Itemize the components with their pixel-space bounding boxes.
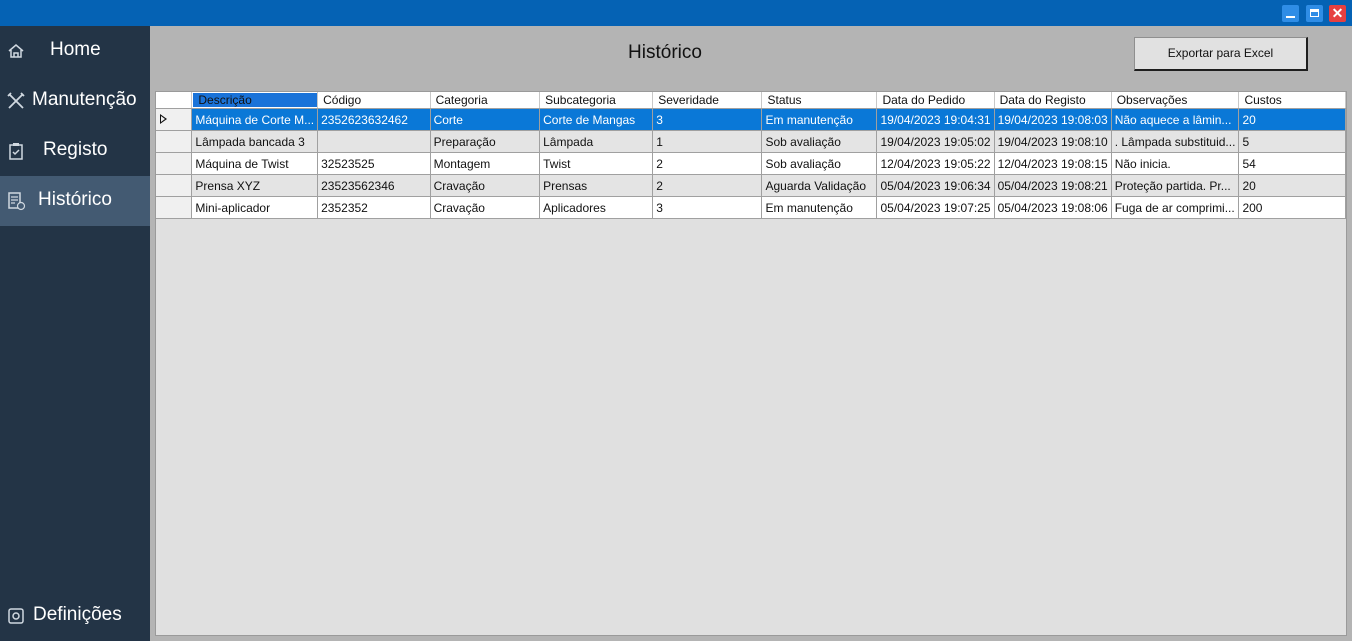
table-cell[interactable]: Cravação xyxy=(430,196,541,219)
table-cell[interactable]: 05/04/2023 19:07:25 xyxy=(876,196,995,219)
table-cell[interactable]: Lâmpada bancada 3 xyxy=(191,130,319,153)
column-header[interactable]: Data do Registo xyxy=(994,92,1112,109)
table-cell[interactable]: 3 xyxy=(652,196,763,219)
minimize-button[interactable] xyxy=(1282,5,1299,22)
table-cell[interactable]: 05/04/2023 19:08:21 xyxy=(994,174,1112,197)
maximize-button[interactable] xyxy=(1306,5,1323,22)
table-row[interactable]: Máquina de Corte M... 2352623632462 Cort… xyxy=(156,108,1346,131)
table-cell[interactable]: 05/04/2023 19:06:34 xyxy=(876,174,995,197)
table-cell[interactable]: 2352623632462 xyxy=(317,108,431,131)
table-cell[interactable]: 32523525 xyxy=(317,152,431,175)
table-cell[interactable]: Fuga de ar comprimi... xyxy=(1111,196,1240,219)
history-icon xyxy=(8,192,26,211)
column-header[interactable]: Data do Pedido xyxy=(876,92,995,109)
table-cell[interactable]: Prensa XYZ xyxy=(191,174,319,197)
table-cell[interactable]: Não inicia. xyxy=(1111,152,1240,175)
sidebar-item-definicoes[interactable]: Definições xyxy=(0,591,150,641)
table-cell[interactable]: Em manutenção xyxy=(761,196,878,219)
table-cell[interactable]: Sob avaliação xyxy=(761,152,878,175)
table-cell[interactable]: 200 xyxy=(1238,196,1346,219)
table-cell[interactable]: Proteção partida. Pr... xyxy=(1111,174,1240,197)
table-cell[interactable]: Preparação xyxy=(430,130,541,153)
table-cell[interactable]: . Lâmpada substituid... xyxy=(1111,130,1240,153)
table-cell[interactable]: Montagem xyxy=(430,152,541,175)
table-cell[interactable]: Máquina de Corte M... xyxy=(191,108,319,131)
table-cell[interactable]: 1 xyxy=(652,130,763,153)
row-header[interactable] xyxy=(156,174,193,197)
column-header[interactable]: Subcategoria xyxy=(539,92,654,109)
tools-icon xyxy=(7,92,25,109)
table-cell[interactable]: Prensas xyxy=(539,174,654,197)
table-cell[interactable]: Não aquece a lâmin... xyxy=(1111,108,1240,131)
current-row-arrow-icon xyxy=(160,114,167,124)
row-header[interactable] xyxy=(156,108,193,131)
sidebar-item-manutencao[interactable]: Manutenção xyxy=(0,76,150,126)
table-cell[interactable]: 23523562346 xyxy=(317,174,431,197)
sidebar-item-label: Manutenção xyxy=(32,89,137,110)
table-cell[interactable]: Lâmpada xyxy=(539,130,654,153)
sidebar-item-label: Home xyxy=(50,39,101,60)
window-titlebar: ✕ xyxy=(0,0,1352,26)
table-row[interactable]: Prensa XYZ 23523562346 Cravação Prensas … xyxy=(156,174,1346,197)
column-header[interactable]: Status xyxy=(761,92,878,109)
table-row[interactable]: Mini-aplicador 2352352 Cravação Aplicado… xyxy=(156,196,1346,219)
column-header[interactable]: Categoria xyxy=(430,92,541,109)
table-cell[interactable]: Cravação xyxy=(430,174,541,197)
column-header-label: Descrição xyxy=(193,93,317,107)
page-title: Histórico xyxy=(628,42,702,63)
sidebar-item-label: Histórico xyxy=(38,189,112,210)
table-cell[interactable] xyxy=(317,130,431,153)
home-icon xyxy=(8,44,24,58)
table-cell[interactable]: Corte xyxy=(430,108,541,131)
column-header[interactable]: Observações xyxy=(1111,92,1240,109)
table-cell[interactable]: 12/04/2023 19:05:22 xyxy=(876,152,995,175)
table-cell[interactable]: 3 xyxy=(652,108,763,131)
column-header[interactable]: Descrição xyxy=(191,92,319,109)
sidebar-item-historico[interactable]: Histórico xyxy=(0,176,150,226)
table-cell[interactable]: Mini-aplicador xyxy=(191,196,319,219)
table-cell[interactable]: Corte de Mangas xyxy=(539,108,654,131)
sidebar-item-label: Definições xyxy=(33,604,122,625)
table-cell[interactable]: Máquina de Twist xyxy=(191,152,319,175)
table-row[interactable]: Lâmpada bancada 3 Preparação Lâmpada 1 S… xyxy=(156,130,1346,153)
sidebar: Home Manutenção Registo Histórico Defini… xyxy=(0,26,150,641)
table-cell[interactable]: 05/04/2023 19:08:06 xyxy=(994,196,1112,219)
table-cell[interactable]: 54 xyxy=(1238,152,1346,175)
table-cell[interactable]: 20 xyxy=(1238,174,1346,197)
table-cell[interactable]: 19/04/2023 19:08:03 xyxy=(994,108,1112,131)
sidebar-item-label: Registo xyxy=(43,139,108,160)
table-cell[interactable]: Em manutenção xyxy=(761,108,878,131)
table-cell[interactable]: Twist xyxy=(539,152,654,175)
table-cell[interactable]: 20 xyxy=(1238,108,1346,131)
history-table[interactable]: Descrição Código Categoria Subcategoria … xyxy=(155,91,1347,636)
column-header[interactable]: Código xyxy=(317,92,431,109)
table-cell[interactable]: Aplicadores xyxy=(539,196,654,219)
export-excel-button[interactable]: Exportar para Excel xyxy=(1134,37,1308,71)
table-cell[interactable]: 2 xyxy=(652,152,763,175)
close-button[interactable]: ✕ xyxy=(1329,5,1346,22)
sidebar-item-registo[interactable]: Registo xyxy=(0,126,150,176)
column-header[interactable]: Custos xyxy=(1238,92,1346,109)
table-header-row: Descrição Código Categoria Subcategoria … xyxy=(156,92,1346,109)
row-header[interactable] xyxy=(156,130,193,153)
row-header-corner xyxy=(156,92,193,109)
clipboard-icon xyxy=(9,143,23,160)
table-cell[interactable]: 19/04/2023 19:05:02 xyxy=(876,130,995,153)
table-cell[interactable]: 19/04/2023 19:04:31 xyxy=(876,108,995,131)
table-cell[interactable]: 19/04/2023 19:08:10 xyxy=(994,130,1112,153)
close-icon: ✕ xyxy=(1331,5,1344,21)
table-cell[interactable]: 5 xyxy=(1238,130,1346,153)
table-cell[interactable]: 2352352 xyxy=(317,196,431,219)
table-cell[interactable]: 2 xyxy=(652,174,763,197)
table-cell[interactable]: 12/04/2023 19:08:15 xyxy=(994,152,1112,175)
table-cell[interactable]: Sob avaliação xyxy=(761,130,878,153)
gear-icon xyxy=(8,608,24,624)
row-header[interactable] xyxy=(156,196,193,219)
table-cell[interactable]: Aguarda Validação xyxy=(761,174,878,197)
sidebar-item-home[interactable]: Home xyxy=(0,26,150,76)
row-header[interactable] xyxy=(156,152,193,175)
table-row[interactable]: Máquina de Twist 32523525 Montagem Twist… xyxy=(156,152,1346,175)
column-header[interactable]: Severidade xyxy=(652,92,763,109)
